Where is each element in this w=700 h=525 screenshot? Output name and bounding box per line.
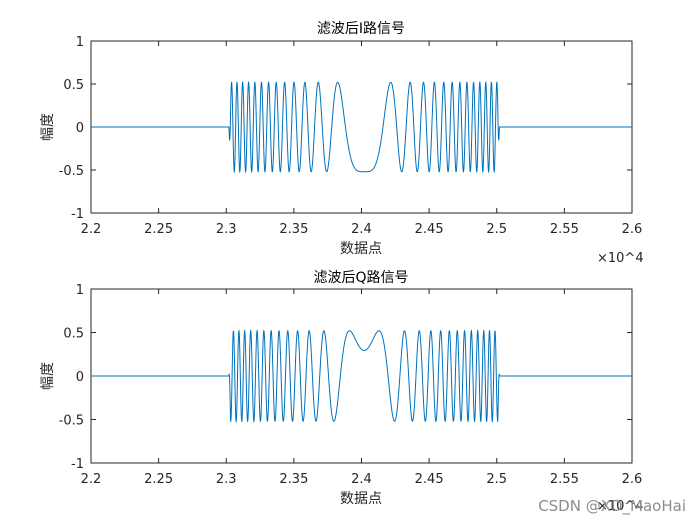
x-ticks-q: 2.2 2.25 2.3 2.35 2.4 2.45 2.5 2.55 2.6 — [81, 289, 643, 487]
x-tick-label: 2.2 — [81, 472, 102, 487]
axes-i-signal: -1 -0.5 0 0.5 1 2.2 2.25 2.3 2.35 2.4 2.45 2.5 2.55… — [40, 21, 644, 266]
x-tick-label: 2.55 — [550, 222, 579, 237]
x-tick-label: 2.5 — [486, 472, 507, 487]
y-ticks-q: -1 -0.5 0 0.5 1 — [59, 283, 632, 472]
x-axis-label-q: 数据点 — [340, 491, 382, 507]
x-tick-label: 2.35 — [279, 222, 308, 237]
x-tick-label: 2.25 — [144, 472, 173, 487]
y-tick-label: 0.5 — [63, 327, 84, 342]
x-tick-label: 2.4 — [351, 222, 372, 237]
series-line-i — [91, 80, 632, 174]
series-line-q — [91, 329, 632, 424]
y-tick-label: 0 — [76, 121, 84, 136]
x-tick-label: 2.6 — [622, 472, 643, 487]
x-tick-label: 2.45 — [415, 472, 444, 487]
y-tick-label: -0.5 — [59, 164, 84, 179]
x-tick-label: 2.25 — [144, 222, 173, 237]
x-exponent-i: ×10^4 — [597, 251, 644, 266]
x-exponent-q: ×10^4 — [597, 499, 644, 514]
y-tick-label: -1 — [71, 457, 84, 472]
y-axis-label-i: 幅度 — [40, 113, 56, 141]
chart-title-q: 滤波后Q路信号 — [313, 270, 408, 286]
y-tick-label: 0 — [76, 370, 84, 385]
x-tick-label: 2.5 — [486, 222, 507, 237]
x-tick-label: 2.45 — [415, 222, 444, 237]
y-tick-label: -0.5 — [59, 414, 84, 429]
x-tick-label: 2.4 — [351, 472, 372, 487]
y-tick-label: 1 — [76, 283, 84, 298]
watermark: CSDN @XD_MaoHai — [538, 497, 686, 515]
y-tick-label: 1 — [76, 35, 84, 50]
axes-q-signal: -1 -0.5 0 0.5 1 2.2 2.25 2.3 2.35 2.4 2.45 2.5 2.55… — [40, 270, 644, 514]
y-tick-label: -1 — [71, 207, 84, 222]
y-tick-label: 0.5 — [63, 78, 84, 93]
x-tick-label: 2.3 — [216, 222, 237, 237]
x-axis-label-i: 数据点 — [340, 241, 382, 257]
x-tick-label: 2.6 — [622, 222, 643, 237]
y-axis-label-q: 幅度 — [40, 362, 56, 390]
x-tick-label: 2.35 — [279, 472, 308, 487]
x-tick-label: 2.3 — [216, 472, 237, 487]
chart-title-i: 滤波后I路信号 — [317, 21, 405, 37]
x-tick-label: 2.55 — [550, 472, 579, 487]
x-ticks-i: 2.2 2.25 2.3 2.35 2.4 2.45 2.5 2.55 2.6 — [81, 41, 643, 237]
x-tick-label: 2.2 — [81, 222, 102, 237]
